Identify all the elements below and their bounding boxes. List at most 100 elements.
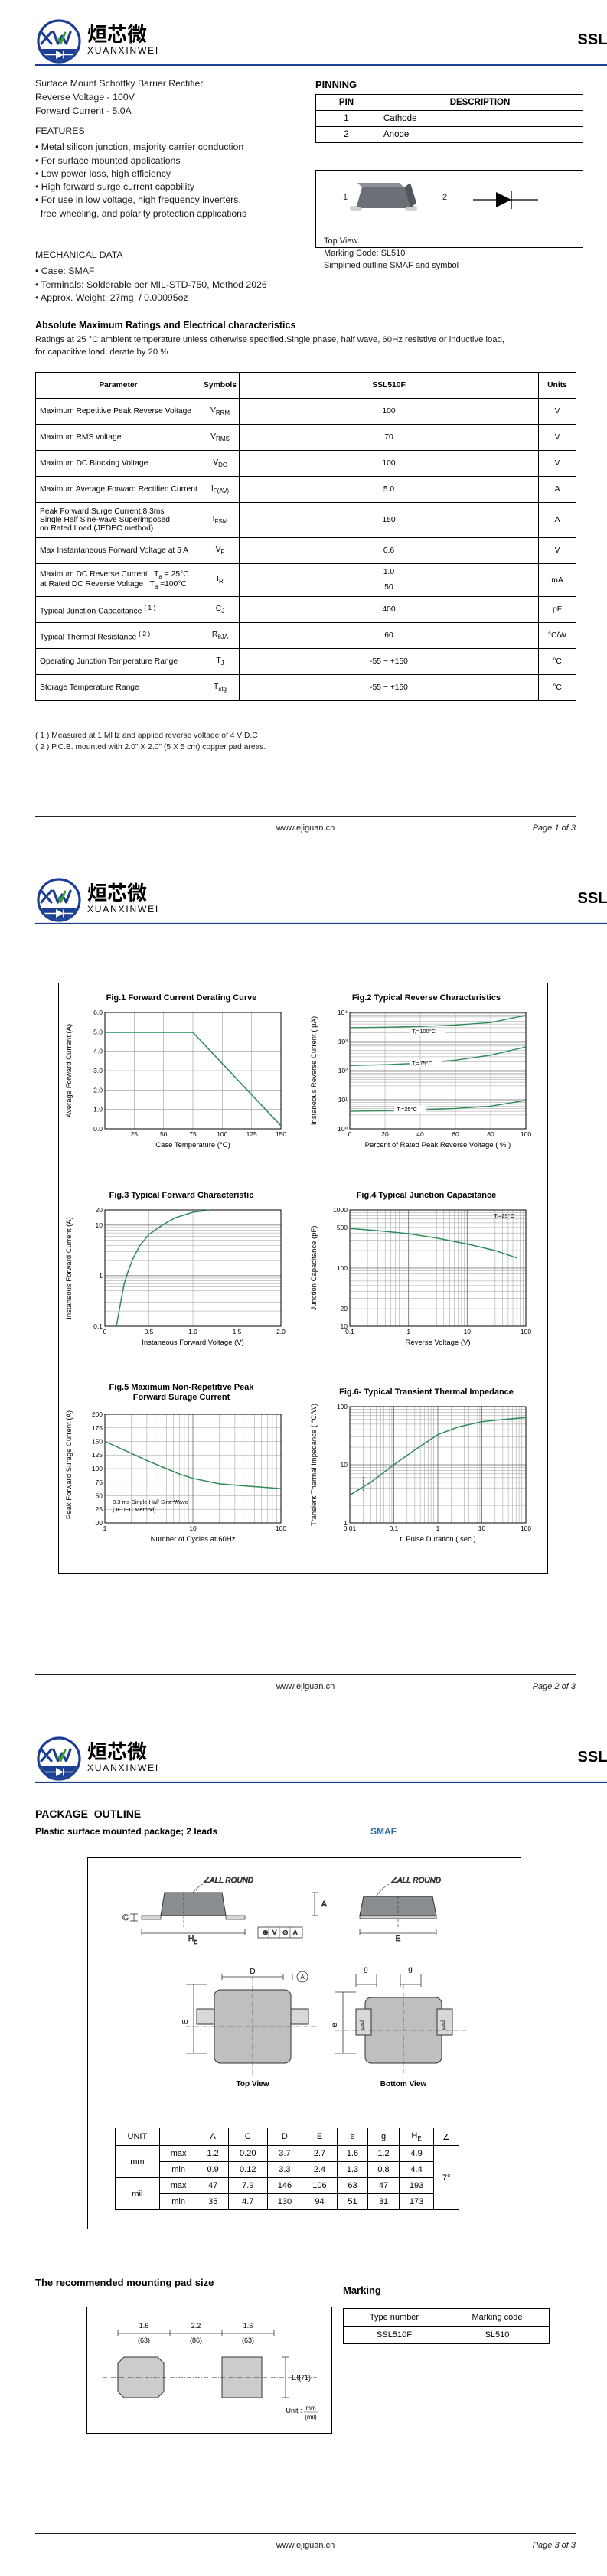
svg-text:SSL510F: SSL510F: [578, 890, 607, 907]
svg-text:pad: pad: [441, 2020, 446, 2030]
svg-text:(JEDEC Method): (JEDEC Method): [113, 1506, 156, 1513]
svg-text:0.01: 0.01: [344, 1524, 357, 1532]
svg-text:XUANXINWEI: XUANXINWEI: [87, 904, 159, 915]
svg-text:Average Forward Current (A): Average Forward Current (A): [65, 1024, 73, 1117]
svg-text:t, Pulse Duration ( sec ): t, Pulse Duration ( sec ): [400, 1535, 475, 1544]
svg-text:100: 100: [521, 1130, 531, 1138]
svg-text:HE: HE: [188, 1935, 197, 1945]
svg-text:100: 100: [337, 1264, 348, 1272]
svg-text:pad: pad: [360, 2020, 365, 2030]
svg-text:A: A: [300, 1974, 305, 1981]
svg-text:500: 500: [337, 1224, 348, 1231]
svg-text:0: 0: [348, 1130, 352, 1138]
svg-text:T,=25°C: T,=25°C: [494, 1212, 515, 1219]
svg-text:5.0: 5.0: [93, 1028, 103, 1035]
svg-text:100: 100: [521, 1524, 531, 1532]
svg-text:C: C: [122, 1913, 129, 1922]
svg-text:10: 10: [96, 1221, 103, 1229]
svg-text:∠ALL ROUND: ∠ALL ROUND: [203, 1877, 253, 1885]
svg-text:Fig.5 Maximum Non-Repetitive: Fig.5 Maximum Non-Repetitive Peak: [109, 1383, 255, 1392]
svg-text:(63): (63): [242, 2336, 254, 2344]
svg-text:1: 1: [406, 1328, 410, 1335]
svg-text:8.3 ms Single Half Sine Wave: 8.3 ms Single Half Sine Wave: [113, 1498, 188, 1505]
svg-text:100: 100: [521, 1328, 531, 1335]
svg-text:1.0: 1.0: [188, 1328, 197, 1335]
svg-text:D: D: [250, 1968, 255, 1976]
svg-text:0.1: 0.1: [345, 1328, 354, 1335]
svg-text:100: 100: [337, 1403, 348, 1410]
svg-text:g: g: [408, 1965, 413, 1974]
svg-text:1.5: 1.5: [233, 1328, 242, 1335]
svg-text:1000: 1000: [333, 1206, 348, 1214]
svg-text:XUANXINWEI: XUANXINWEI: [87, 45, 159, 56]
svg-text:T,=75°C: T,=75°C: [412, 1060, 433, 1067]
svg-text:10⁴: 10⁴: [338, 1009, 348, 1016]
svg-text:100: 100: [92, 1465, 103, 1472]
svg-text:2: 2: [442, 193, 447, 202]
svg-text:(71): (71): [299, 2374, 311, 2382]
svg-text:50: 50: [160, 1130, 168, 1138]
svg-text:100: 100: [276, 1524, 286, 1532]
svg-text:e: e: [331, 2023, 339, 2027]
svg-text:⊕: ⊕: [263, 1929, 269, 1936]
svg-text:20: 20: [96, 1206, 103, 1214]
svg-text:1.0: 1.0: [93, 1106, 103, 1114]
svg-text:(mil): (mil): [305, 2414, 317, 2421]
svg-text:40: 40: [416, 1130, 424, 1138]
svg-text:10¹: 10¹: [338, 1096, 348, 1104]
svg-text:XUANXINWEI: XUANXINWEI: [87, 1762, 159, 1773]
svg-text:mm: mm: [305, 2405, 316, 2411]
svg-text:10: 10: [341, 1461, 348, 1469]
svg-text:75: 75: [189, 1130, 197, 1138]
svg-text:10: 10: [464, 1328, 472, 1335]
svg-text:0.1: 0.1: [93, 1322, 103, 1330]
svg-text:100: 100: [217, 1130, 227, 1138]
svg-text:烜芯微: 烜芯微: [87, 878, 147, 906]
svg-text:Junction Capacitance (pF): Junction Capacitance (pF): [310, 1225, 318, 1310]
svg-text:Peak Forward Surage Current (: Peak Forward Surage Current (A): [65, 1410, 73, 1519]
svg-text:Fig.2 Typical Reverse Charact: Fig.2 Typical Reverse Characteristics: [352, 993, 501, 1003]
svg-text:Instaneous Forward Voltage (V): Instaneous Forward Voltage (V): [142, 1339, 244, 1347]
svg-text:Transient Thermal Impedance (: Transient Thermal Impedance ( °C/W): [310, 1404, 318, 1526]
svg-text:Percent of Rated Peak Reverse: Percent of Rated Peak Reverse Voltage ( …: [365, 1141, 511, 1149]
svg-text:20: 20: [381, 1130, 389, 1138]
svg-text:0.1: 0.1: [390, 1524, 399, 1532]
svg-text:4.0: 4.0: [93, 1048, 103, 1055]
svg-text:Bottom View: Bottom View: [380, 2080, 427, 2089]
svg-text:1: 1: [99, 1272, 103, 1280]
svg-text:125: 125: [92, 1452, 103, 1459]
svg-text:0: 0: [103, 1328, 107, 1335]
svg-text:Forward Surage Current: Forward Surage Current: [133, 1393, 230, 1402]
svg-text:10⁰: 10⁰: [338, 1125, 348, 1133]
svg-text:1.6: 1.6: [139, 2322, 149, 2330]
svg-text:25: 25: [131, 1130, 139, 1138]
svg-text:150: 150: [92, 1438, 103, 1446]
svg-text:∠ALL ROUND: ∠ALL ROUND: [390, 1877, 441, 1885]
svg-text:V: V: [272, 1929, 277, 1936]
svg-text:T,=100°C: T,=100°C: [412, 1028, 436, 1035]
svg-text:烜芯微: 烜芯微: [87, 1736, 147, 1765]
svg-text:Unit :: Unit :: [286, 2407, 302, 2415]
svg-text:1: 1: [343, 193, 348, 202]
svg-text:175: 175: [92, 1424, 103, 1432]
svg-text:Instaneous Forward Current (A: Instaneous Forward Current (A): [65, 1217, 73, 1319]
svg-text:150: 150: [276, 1130, 286, 1138]
svg-text:1.6: 1.6: [243, 2322, 253, 2330]
svg-text:A: A: [321, 1900, 327, 1909]
svg-text:2.0: 2.0: [276, 1328, 286, 1335]
svg-text:烜芯微: 烜芯微: [87, 19, 147, 47]
svg-text:6.0: 6.0: [93, 1009, 103, 1016]
svg-text:10: 10: [189, 1524, 197, 1532]
svg-text:Fig.4 Typical Junction Capaci: Fig.4 Typical Junction Capacitance: [357, 1191, 497, 1200]
svg-text:125: 125: [246, 1130, 257, 1138]
svg-text:10³: 10³: [338, 1038, 348, 1045]
svg-text:50: 50: [96, 1492, 103, 1500]
svg-text:1: 1: [103, 1524, 107, 1532]
svg-text:A: A: [293, 1929, 298, 1936]
svg-text:10: 10: [478, 1524, 486, 1532]
svg-text:20: 20: [341, 1305, 348, 1312]
svg-text:00: 00: [96, 1519, 103, 1527]
svg-text:SSL510F: SSL510F: [578, 31, 607, 48]
svg-text:0.0: 0.0: [93, 1125, 103, 1133]
svg-text:25: 25: [96, 1506, 103, 1514]
